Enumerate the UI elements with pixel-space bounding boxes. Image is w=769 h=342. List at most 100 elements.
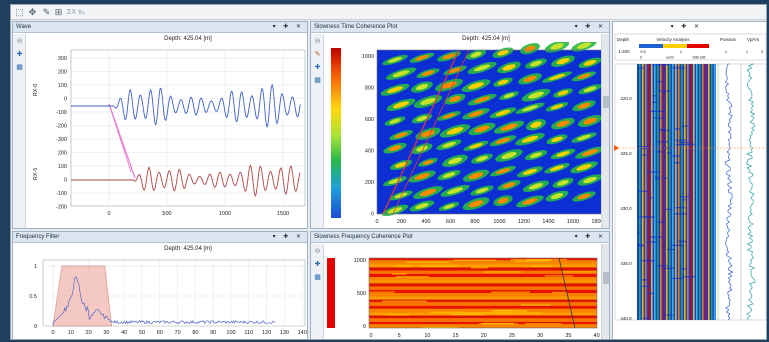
x-tick-label: 1400 [542, 219, 554, 225]
coherence-peak [530, 121, 542, 128]
y-tick-label: 100 [58, 83, 67, 89]
velocity-stripe [711, 64, 713, 320]
stc-trend-line [382, 49, 460, 215]
sfc-band [369, 277, 597, 281]
coherence-peak [528, 183, 544, 190]
velocity-noise [675, 139, 687, 141]
sfc-band [369, 270, 597, 274]
velocity-stripe [681, 64, 683, 320]
zoom-out-icon[interactable]: ⊖ [16, 38, 23, 45]
x-tick-label: 20 [481, 333, 487, 339]
x-tick-label: 140 [298, 330, 307, 336]
pan-icon[interactable]: ✚ [16, 51, 23, 58]
sfc-streak [422, 326, 459, 329]
pan-icon[interactable]: ✚ [314, 261, 321, 268]
poisson-scale-label: 1 [725, 49, 728, 54]
pick-tool-icon[interactable]: ✥ [28, 7, 37, 17]
panel-buttons[interactable]: ▾ ✚ ✕ [574, 234, 606, 240]
x-tick-label: 15 [453, 333, 459, 339]
panel-buttons[interactable]: ▾ ✚ ✕ [272, 234, 304, 240]
velocity-stripe [678, 64, 680, 320]
x-tick-label: 120 [262, 330, 271, 336]
coherence-peak [416, 115, 428, 122]
frequency-chart[interactable]: 0 10 20 30 40 50 60 70 80 90 100 110 120 130 140 1 0.5 0 [13, 254, 308, 340]
sfc-scrollbar[interactable] [601, 244, 609, 339]
velocity-noise [678, 141, 690, 143]
coherence-peak [443, 204, 455, 209]
velocity-noise [640, 154, 647, 156]
y-tick-label: 0 [34, 324, 37, 330]
select-tool-icon[interactable]: ⬚ [15, 7, 24, 17]
y-tick-label: -100 [56, 110, 67, 116]
scroll-thumb[interactable] [603, 96, 609, 108]
panel-buttons[interactable]: ▾ ✚ ✕ [670, 24, 702, 30]
panel-buttons[interactable]: ▾ ✚ ✕ [272, 24, 304, 30]
coherence-peak [415, 55, 429, 61]
zoom-out-icon[interactable]: ⊖ [314, 38, 321, 45]
sfc-streak [491, 291, 531, 293]
y-tick-label: 600 [365, 117, 374, 123]
velocity-stripe [660, 64, 662, 320]
velocity-noise [673, 213, 688, 215]
velocity-noise [683, 276, 696, 278]
velocity-noise [667, 248, 675, 251]
velocity-stripe [666, 64, 668, 320]
grid-tool-icon[interactable]: ⊞ [54, 7, 63, 17]
sfc-streak [420, 265, 459, 267]
y-tick-label: 500 [357, 291, 366, 297]
coherence-peak [528, 91, 544, 99]
scroll-thumb[interactable] [603, 272, 609, 284]
y-tick-label: 0 [371, 212, 374, 218]
x-tick-label: 25 [509, 333, 515, 339]
sfc-streak [369, 291, 395, 293]
stc-scrollbar[interactable] [601, 34, 609, 228]
zoom-out-icon[interactable]: ⊖ [314, 248, 321, 255]
stc-chart[interactable]: 1000 800 600 400 200 00 200 400 600 800 1000 1200 14… [341, 42, 610, 229]
sfc-band [369, 325, 597, 328]
filter-passband [52, 265, 113, 327]
sfc-streak [395, 276, 429, 278]
coherence-peak [550, 104, 564, 110]
velocity-noise [651, 236, 663, 238]
freq-panel-title-bar: Frequency Filter ▾ ✚ ✕ [13, 232, 307, 243]
coherence-peak [502, 182, 516, 189]
velocity-noise [675, 143, 685, 146]
velocity-noise [637, 244, 643, 246]
velocity-noise [653, 117, 665, 119]
pen-icon[interactable]: ✎ [314, 51, 321, 58]
velocity-noise [639, 216, 651, 218]
coherence-peak [394, 132, 408, 138]
channel-label: RX-0 [33, 84, 39, 97]
coherence-peak [442, 172, 456, 178]
velocity-stripe [708, 64, 710, 320]
pan-icon[interactable]: ✚ [314, 64, 321, 71]
velocity-noise [666, 152, 672, 154]
sfc-band [369, 299, 597, 302]
sfc-streak [544, 275, 573, 277]
velocity-noise [652, 95, 658, 97]
grid-icon[interactable]: ▦ [314, 274, 321, 281]
y-tick-label: 800 [365, 86, 374, 92]
coherence-peak [495, 109, 511, 116]
coherence-peak [502, 64, 516, 71]
coherence-peak [522, 198, 538, 205]
velocity-noise [674, 128, 681, 130]
grid-icon[interactable]: ▦ [314, 77, 321, 84]
freq-panel-title: Frequency Filter [16, 234, 60, 240]
velocity-stripe [654, 64, 656, 320]
x-tick-label: 1500 [277, 211, 289, 217]
velocity-noise [681, 268, 688, 270]
coherence-peak [556, 151, 570, 157]
sfc-chart[interactable]: 1000 500 00 5 10 15 20 25 30 35 40 [335, 244, 603, 340]
y-tick-label: -100 [56, 191, 67, 197]
velocity-unit-left: 0 [640, 56, 642, 60]
vpvs-header: Vp/Vs [747, 37, 760, 42]
velocity-stripe [693, 64, 695, 320]
coherence-peak [497, 79, 509, 85]
panel-buttons[interactable]: ▾ ✚ ✕ [574, 24, 606, 30]
sfc-band [369, 296, 597, 300]
edit-tool-icon[interactable]: ✎ [42, 7, 51, 17]
velocity-noise [647, 171, 660, 173]
grid-icon[interactable]: ▦ [16, 64, 23, 71]
